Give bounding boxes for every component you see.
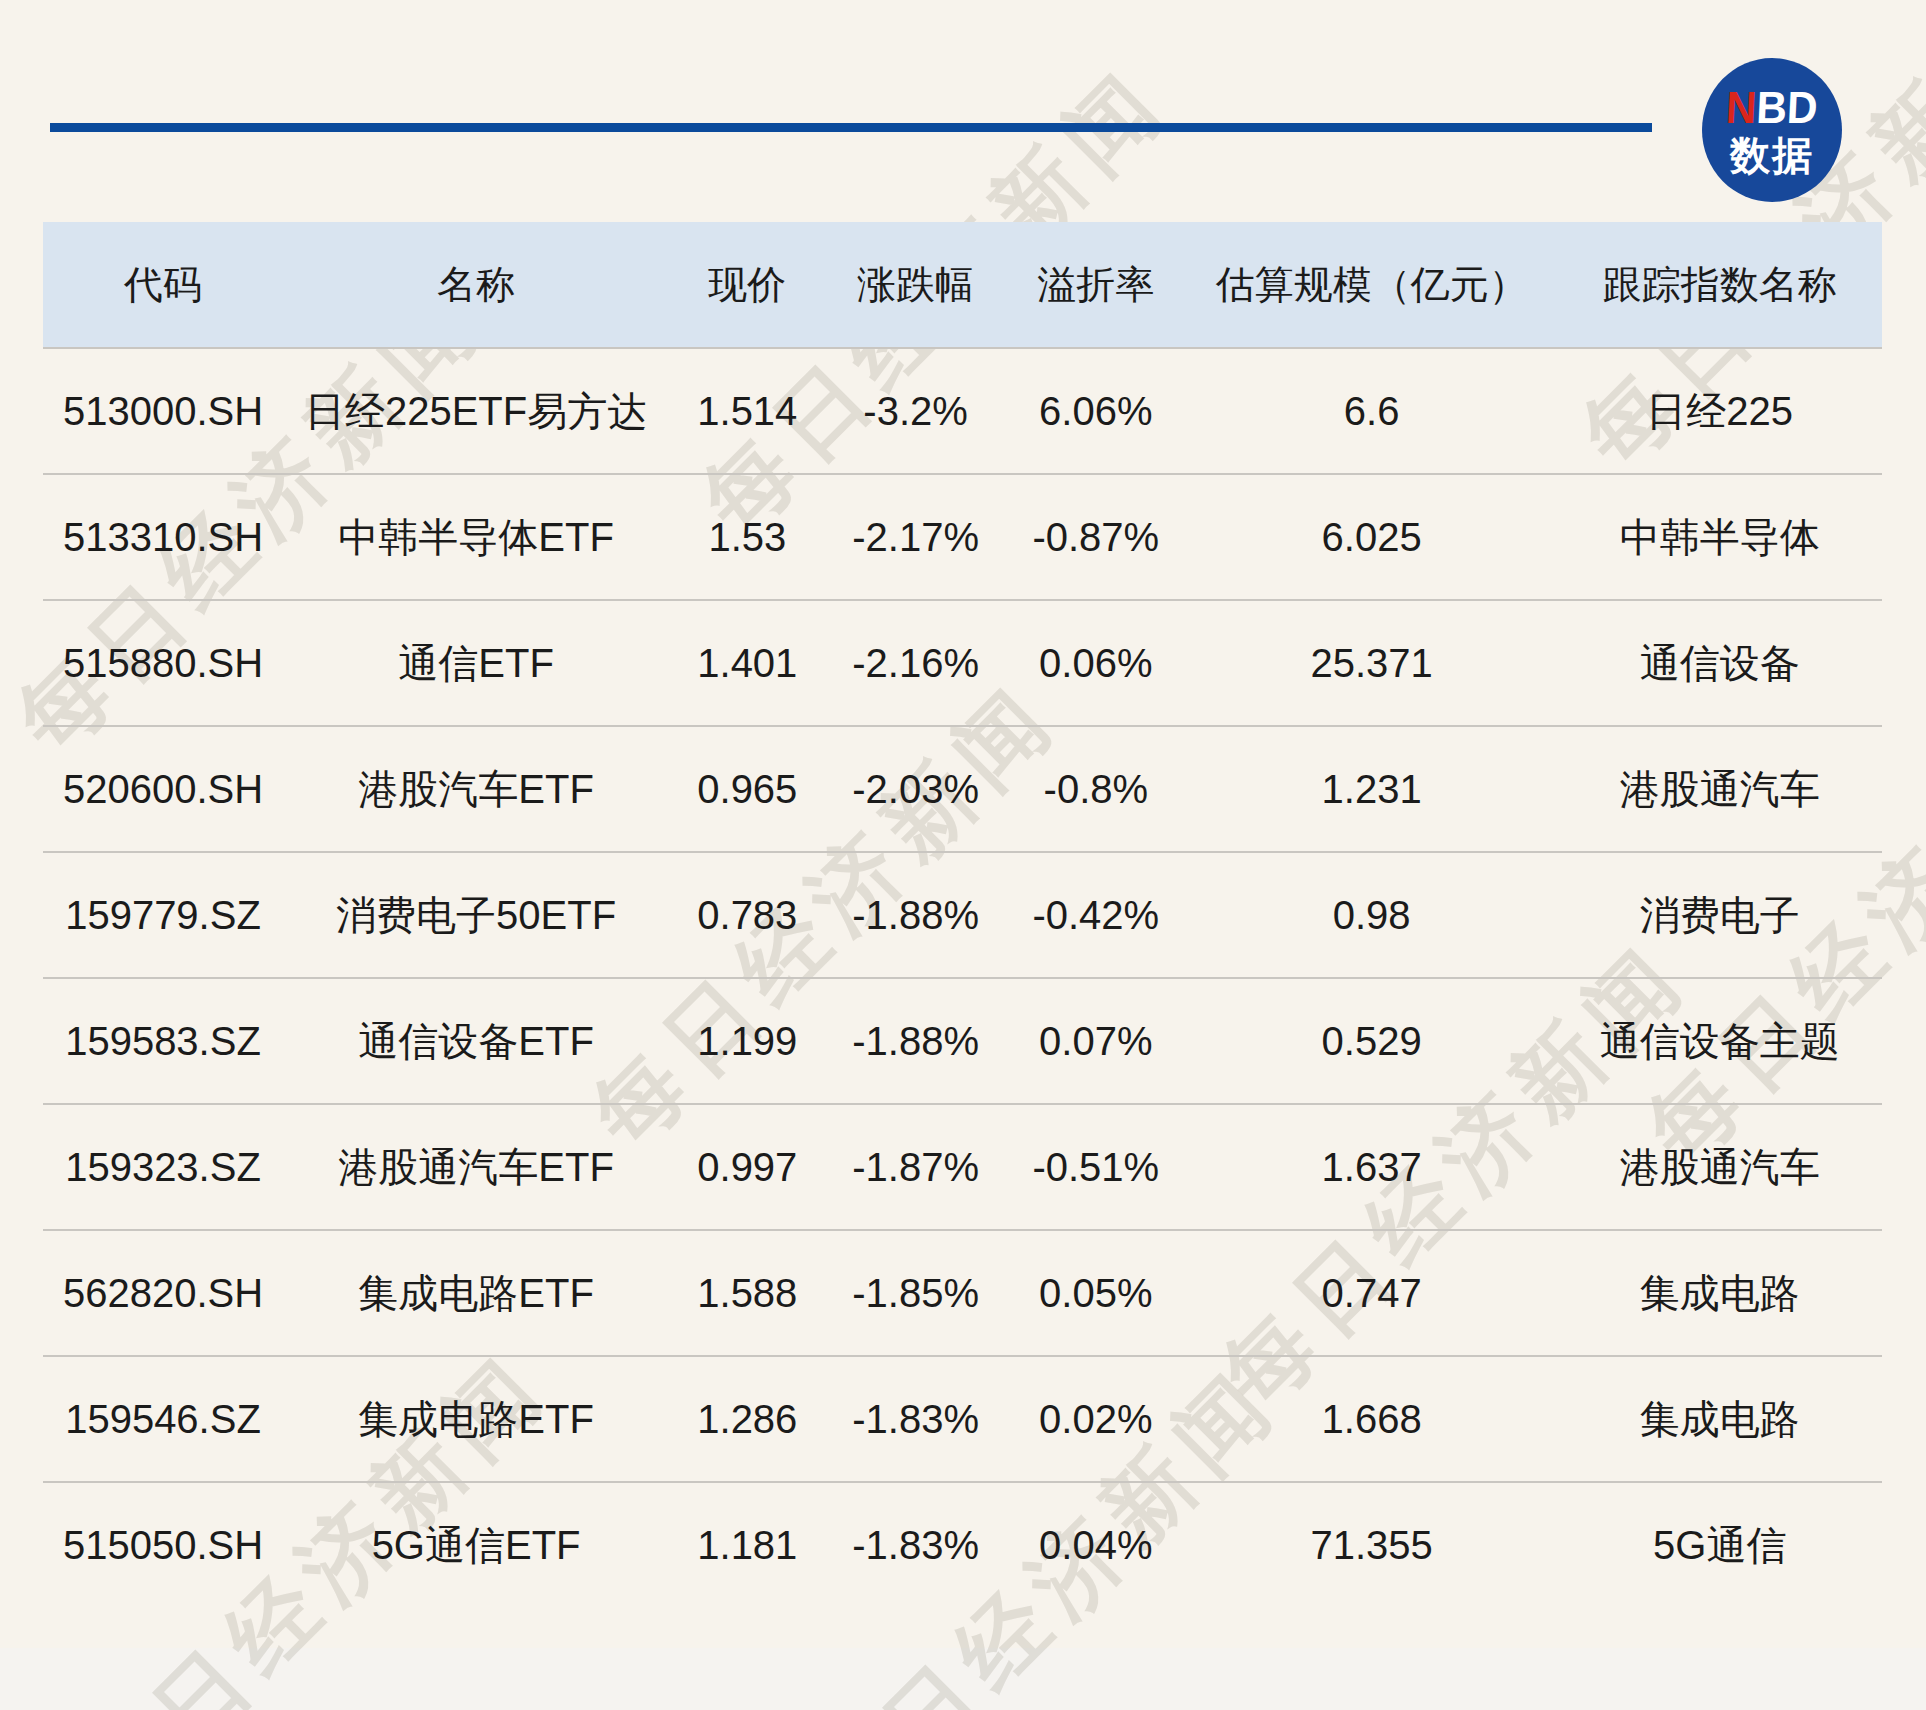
table-cell-scale: 71.355 [1186,1481,1557,1607]
table-cell-change: -2.17% [825,473,1005,599]
table-cell-change: -1.83% [825,1481,1005,1607]
table-cell-price: 1.181 [669,1481,825,1607]
table-cell-index: 港股通汽车 [1557,1103,1882,1229]
table-cell-name: 日经225ETF易方达 [283,347,669,473]
table-row: 513310.SH中韩半导体ETF1.53-2.17%-0.87%6.025中韩… [43,473,1882,599]
table-row: 515880.SH通信ETF1.401-2.16%0.06%25.371通信设备 [43,599,1882,725]
table-cell-code: 520600.SH [43,725,283,851]
table-row: 159546.SZ集成电路ETF1.286-1.83%0.02%1.668集成电… [43,1355,1882,1481]
table-cell-premium: 6.06% [1006,347,1186,473]
table-cell-scale: 0.529 [1186,977,1557,1103]
table-cell-price: 1.53 [669,473,825,599]
header-cell-premium: 溢折率 [1006,222,1186,347]
table-cell-premium: 0.02% [1006,1355,1186,1481]
table-cell-index: 消费电子 [1557,851,1882,977]
header-cell-name: 名称 [283,222,669,347]
bottom-background-strip [0,1648,1926,1710]
table-body: 513000.SH日经225ETF易方达1.514-3.2%6.06%6.6日经… [43,347,1882,1607]
table-cell-index: 通信设备主题 [1557,977,1882,1103]
table-cell-index: 日经225 [1557,347,1882,473]
table-cell-premium: -0.42% [1006,851,1186,977]
table-cell-index: 集成电路 [1557,1355,1882,1481]
table-cell-price: 0.997 [669,1103,825,1229]
table-cell-code: 562820.SH [43,1229,283,1355]
table-cell-code: 159546.SZ [43,1355,283,1481]
logo-n-letter: N [1725,82,1758,133]
table-cell-scale: 25.371 [1186,599,1557,725]
table-cell-change: -1.87% [825,1103,1005,1229]
table-row: 159779.SZ消费电子50ETF0.783-1.88%-0.42%0.98消… [43,851,1882,977]
table-cell-name: 港股通汽车ETF [283,1103,669,1229]
header-cell-price: 现价 [669,222,825,347]
logo-nbd-text: NBD [1725,85,1819,131]
table-cell-premium: -0.51% [1006,1103,1186,1229]
table-cell-price: 1.401 [669,599,825,725]
table-cell-change: -1.88% [825,851,1005,977]
table-cell-scale: 1.231 [1186,725,1557,851]
header-cell-change: 涨跌幅 [825,222,1005,347]
table-row: 520600.SH港股汽车ETF0.965-2.03%-0.8%1.231港股通… [43,725,1882,851]
table-cell-code: 159779.SZ [43,851,283,977]
table-cell-price: 1.199 [669,977,825,1103]
nbd-etf-table-page: { "brand": { "logo_n": "N", "logo_bd": "… [0,0,1926,1710]
table-cell-name: 通信ETF [283,599,669,725]
table-cell-price: 0.783 [669,851,825,977]
table-cell-premium: 0.07% [1006,977,1186,1103]
table-cell-premium: 0.05% [1006,1229,1186,1355]
logo-bd-letters: BD [1755,82,1819,133]
table-cell-code: 513310.SH [43,473,283,599]
table-cell-scale: 0.98 [1186,851,1557,977]
table-cell-name: 集成电路ETF [283,1229,669,1355]
table-cell-name: 中韩半导体ETF [283,473,669,599]
table-cell-code: 515880.SH [43,599,283,725]
table-cell-price: 1.514 [669,347,825,473]
table-row: 513000.SH日经225ETF易方达1.514-3.2%6.06%6.6日经… [43,347,1882,473]
etf-table-container: 代码名称现价涨跌幅溢折率估算规模（亿元）跟踪指数名称 513000.SH日经22… [43,222,1882,1607]
table-cell-premium: -0.8% [1006,725,1186,851]
table-cell-premium: -0.87% [1006,473,1186,599]
table-cell-change: -2.03% [825,725,1005,851]
table-cell-scale: 1.637 [1186,1103,1557,1229]
header-cell-index: 跟踪指数名称 [1557,222,1882,347]
table-cell-premium: 0.04% [1006,1481,1186,1607]
table-cell-change: -1.88% [825,977,1005,1103]
table-cell-change: -3.2% [825,347,1005,473]
logo-shuju-text: 数据 [1730,135,1814,176]
table-cell-name: 消费电子50ETF [283,851,669,977]
table-row: 159583.SZ通信设备ETF1.199-1.88%0.07%0.529通信设… [43,977,1882,1103]
table-cell-index: 中韩半导体 [1557,473,1882,599]
table-cell-index: 集成电路 [1557,1229,1882,1355]
table-cell-change: -1.83% [825,1355,1005,1481]
header-rule [50,123,1652,132]
table-cell-price: 0.965 [669,725,825,851]
table-cell-name: 5G通信ETF [283,1481,669,1607]
table-cell-price: 1.286 [669,1355,825,1481]
nbd-data-logo: NBD 数据 [1702,58,1842,202]
table-cell-scale: 1.668 [1186,1355,1557,1481]
table-cell-code: 159583.SZ [43,977,283,1103]
table-cell-price: 1.588 [669,1229,825,1355]
etf-table: 代码名称现价涨跌幅溢折率估算规模（亿元）跟踪指数名称 513000.SH日经22… [43,222,1882,1607]
table-cell-scale: 6.6 [1186,347,1557,473]
table-row: 562820.SH集成电路ETF1.588-1.85%0.05%0.747集成电… [43,1229,1882,1355]
table-cell-premium: 0.06% [1006,599,1186,725]
table-cell-code: 513000.SH [43,347,283,473]
table-row: 159323.SZ港股通汽车ETF0.997-1.87%-0.51%1.637港… [43,1103,1882,1229]
table-header-row: 代码名称现价涨跌幅溢折率估算规模（亿元）跟踪指数名称 [43,222,1882,347]
table-cell-index: 港股通汽车 [1557,725,1882,851]
table-cell-index: 5G通信 [1557,1481,1882,1607]
table-cell-scale: 0.747 [1186,1229,1557,1355]
header-cell-scale: 估算规模（亿元） [1186,222,1557,347]
header-cell-code: 代码 [43,222,283,347]
table-cell-name: 通信设备ETF [283,977,669,1103]
table-row: 515050.SH5G通信ETF1.181-1.83%0.04%71.3555G… [43,1481,1882,1607]
table-cell-change: -1.85% [825,1229,1005,1355]
table-cell-index: 通信设备 [1557,599,1882,725]
table-cell-code: 515050.SH [43,1481,283,1607]
table-cell-change: -2.16% [825,599,1005,725]
table-cell-name: 集成电路ETF [283,1355,669,1481]
table-cell-scale: 6.025 [1186,473,1557,599]
table-cell-code: 159323.SZ [43,1103,283,1229]
table-cell-name: 港股汽车ETF [283,725,669,851]
